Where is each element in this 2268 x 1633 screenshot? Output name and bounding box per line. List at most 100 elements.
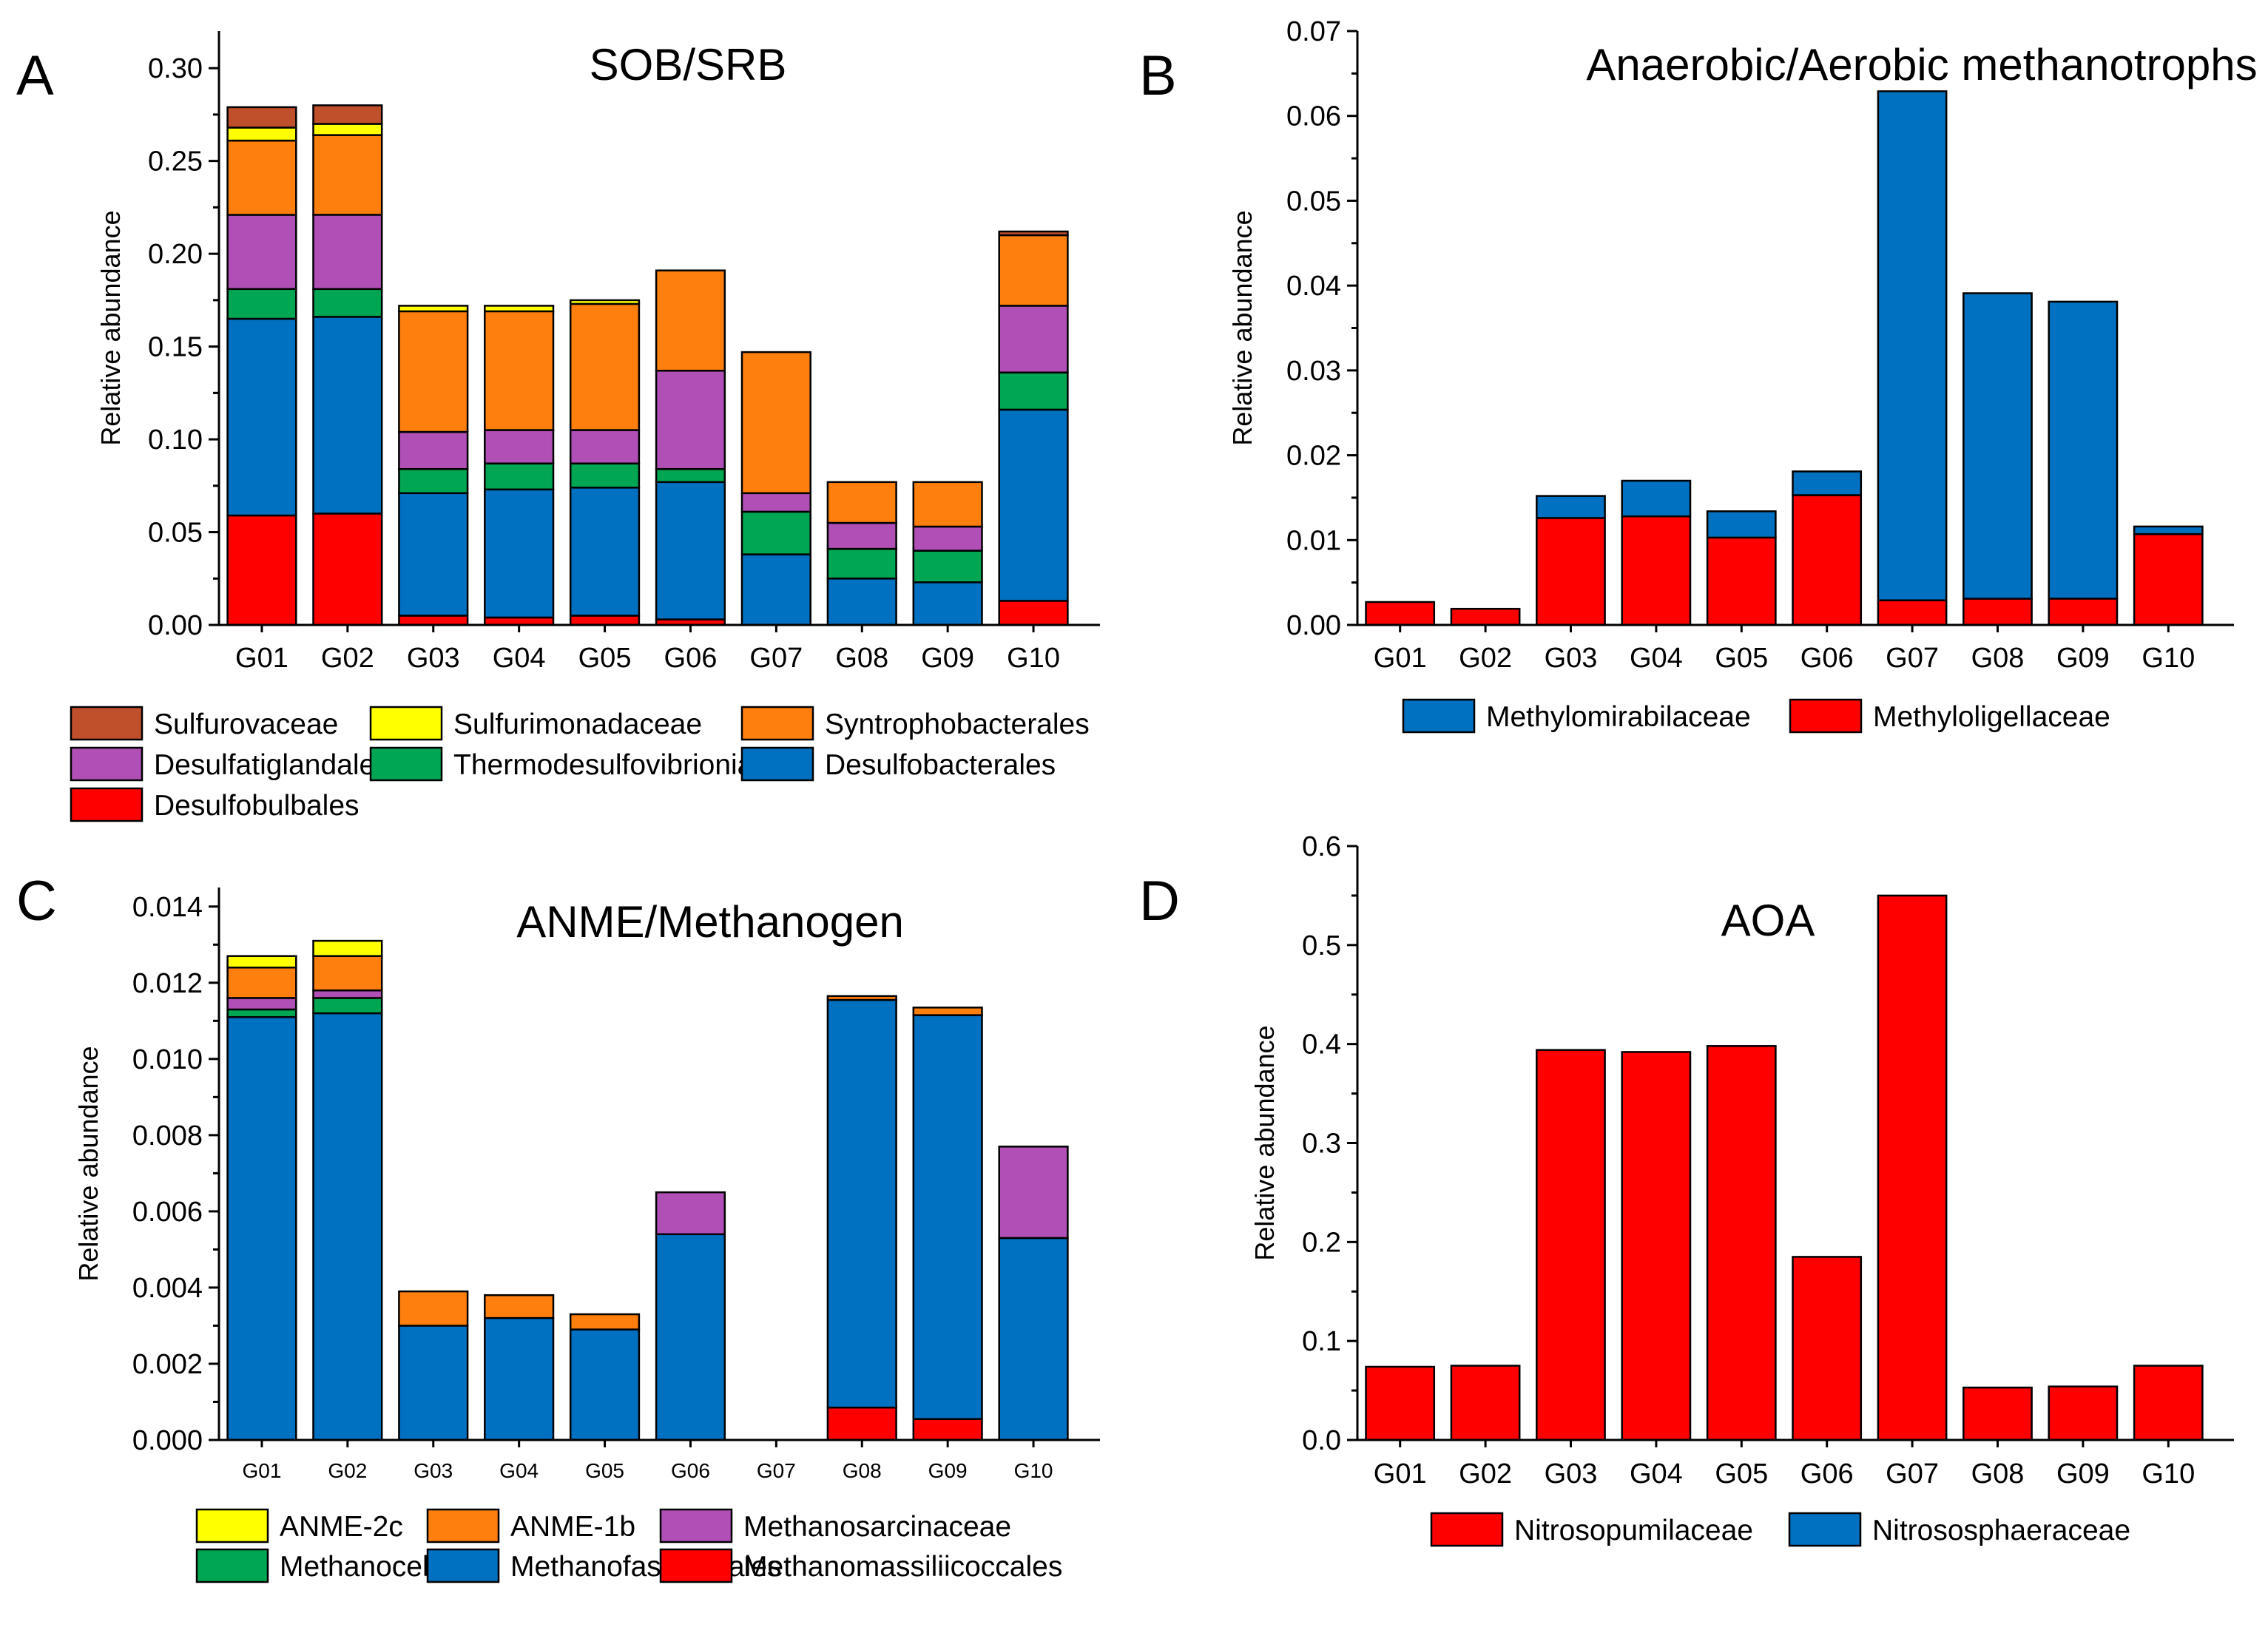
x-tick-label: G09 — [2056, 1458, 2110, 1490]
panel-letter: A — [16, 44, 54, 107]
bar-segment-g09-desulfobacterales — [912, 581, 983, 626]
legend-label: Sulfurovaceae — [154, 709, 338, 740]
bar-segment-g08-methanomassiliicoccales — [826, 1406, 897, 1441]
x-tick-label: G09 — [921, 643, 974, 674]
x-tick-label: G06 — [1800, 643, 1854, 674]
bar-segment-g08-syntrophobacterales — [826, 481, 897, 524]
bar-segment-g05-nitrosopumilaceae — [1706, 1045, 1777, 1441]
x-tick-label: G02 — [1459, 643, 1512, 674]
x-tick-label: G02 — [1459, 1458, 1512, 1490]
bars — [1365, 894, 2204, 1441]
legend-item-methanofastidiosales: Methanofastidiosales — [426, 1548, 781, 1583]
y-ticks: 0.000 0.002 0.004 0.006 0.008 0.010 0.012 0.014 — [132, 892, 219, 1456]
x-tick-label: G10 — [2142, 643, 2195, 674]
y-tick-label: 0.25 — [148, 146, 203, 178]
bar-segment-g10-methyloligellaceae — [2133, 533, 2204, 626]
legend-item-methanomassiliicoccales: Methanomassiliicoccales — [659, 1548, 1062, 1583]
bar-segment-g04-syntrophobacterales — [484, 310, 555, 431]
x-tick-label: G07 — [757, 1459, 796, 1482]
bar-segment-g01-desulfobulbales — [226, 514, 297, 626]
legend-item-methyloligellaceae: Methyloligellaceae — [1789, 698, 2110, 734]
bar-segment-g03-methyloligellaceae — [1536, 517, 1606, 626]
legend-swatch — [70, 706, 144, 741]
bar-segment-g10-desulfatiglandales — [998, 305, 1069, 373]
bar-segment-g02-desulfatiglandales — [312, 214, 383, 291]
legend-swatch — [369, 746, 443, 782]
bar-segment-g08-nitrosopumilaceae — [1962, 1386, 2033, 1441]
y-tick-label: 0.1 — [1302, 1326, 1341, 1357]
x-tick-label: G04 — [499, 1459, 539, 1482]
bar-segment-g10-methanosarcinaceae — [998, 1146, 1069, 1240]
bar-segment-g10-nitrosopumilaceae — [2133, 1365, 2204, 1441]
bar-segment-g03-methylomirabilaceae — [1536, 495, 1606, 519]
bar-segment-g05-methanofastidiosales — [569, 1328, 641, 1441]
bar-segment-g02-anme-2c — [312, 939, 383, 957]
legend-label: Desulfobulbales — [154, 790, 360, 822]
bar-segment-g03-desulfobacterales — [398, 492, 469, 617]
bar-segment-g07-nitrosopumilaceae — [1877, 894, 1948, 1441]
bar-segment-g02-desulfobacterales — [312, 316, 383, 515]
bar-segment-g02-anme-1b — [312, 955, 383, 992]
legend-swatch — [1430, 1512, 1504, 1547]
legend-label: Methanomassiliicoccales — [743, 1551, 1062, 1583]
bar-segment-g08-methanofastidiosales — [826, 998, 897, 1409]
legend-label: Sulfurimonadaceae — [453, 709, 702, 740]
y-ticks: 0.0 0.1 0.2 0.3 0.4 0.5 0.6 — [1302, 831, 1357, 1456]
bar-segment-g04-methylomirabilaceae — [1621, 479, 1692, 518]
legend-swatch — [659, 1548, 733, 1583]
x-tick-label: G03 — [414, 1459, 453, 1482]
legend-swatch — [426, 1508, 500, 1544]
bar-segment-g08-thermodesulfovibrionia — [826, 547, 897, 580]
bar-segment-g10-desulfobulbales — [998, 600, 1069, 626]
bar-segment-g09-methyloligellaceae — [2048, 598, 2119, 626]
bar-segment-g06-methyloligellaceae — [1792, 494, 1863, 626]
y-tick-label: 0.5 — [1302, 930, 1341, 961]
y-tick-label: 0.008 — [132, 1120, 203, 1152]
y-axis-label: Relative abundance — [95, 210, 126, 445]
legend-swatch — [740, 706, 814, 741]
bar-segment-g05-thermodesulfovibrionia — [569, 462, 641, 489]
x-tick-label: G08 — [843, 1459, 882, 1482]
x-tick-label: G02 — [321, 643, 374, 674]
bar-segment-g04-methanofastidiosales — [484, 1316, 555, 1441]
bar-segment-g03-sulfurimonadaceae — [398, 305, 469, 313]
bar-segment-g04-desulfatiglandales — [484, 429, 555, 464]
legend-item-desulfatiglandales: Desulfatiglandales — [70, 746, 390, 782]
bar-segment-g10-desulfobacterales — [998, 408, 1069, 602]
bar-segment-g02-methanocellales — [312, 997, 383, 1015]
y-tick-label: 0.002 — [132, 1349, 203, 1380]
y-tick-label: 0.05 — [1286, 186, 1341, 217]
legend-swatch — [1402, 698, 1476, 734]
legend-item-methanosarcinaceae: Methanosarcinaceae — [659, 1508, 1011, 1544]
bar-segment-g01-anme-2c — [226, 955, 297, 969]
legend-swatch — [740, 746, 814, 782]
bar-segment-g03-desulfatiglandales — [398, 430, 469, 470]
bar-segment-g05-syntrophobacterales — [569, 302, 641, 431]
bar-segment-g02-desulfobulbales — [312, 513, 383, 626]
legend-label: Methylomirabilaceae — [1486, 701, 1751, 733]
y-tick-label: 0.15 — [148, 332, 203, 363]
x-tick-label: G01 — [1374, 643, 1427, 674]
bar-segment-g09-syntrophobacterales — [912, 481, 983, 528]
legend-label: Nitrososphaeraceae — [1872, 1515, 2130, 1546]
bar-segment-g05-anme-1b — [569, 1313, 641, 1331]
y-tick-label: 0.006 — [132, 1197, 203, 1228]
bar-segment-g03-syntrophobacterales — [398, 310, 469, 433]
legend-swatch — [426, 1548, 500, 1583]
bar-segment-g01-thermodesulfovibrionia — [226, 288, 297, 320]
legend-swatch — [70, 787, 144, 822]
legend-swatch — [195, 1548, 269, 1583]
bar-segment-g07-methylomirabilaceae — [1877, 90, 1948, 601]
x-tick-label: G07 — [1886, 643, 1939, 674]
x-tick-label: G10 — [1014, 1459, 1053, 1482]
bar-segment-g06-thermodesulfovibrionia — [655, 467, 726, 484]
x-tick-label: G01 — [235, 643, 288, 674]
x-ticks: G01 G02 G03 G04 G05 G06 G07 G08 G09 G10 — [1374, 625, 2195, 674]
chart-title: SOB/SRB — [590, 40, 787, 89]
bar-segment-g01-anme-1b — [226, 966, 297, 999]
bar-segment-g08-methyloligellaceae — [1962, 598, 2033, 626]
bar-segment-g10-methanofastidiosales — [998, 1237, 1069, 1441]
x-tick-label: G05 — [578, 643, 632, 674]
legend-label: Methanofastidiosales — [510, 1551, 781, 1583]
